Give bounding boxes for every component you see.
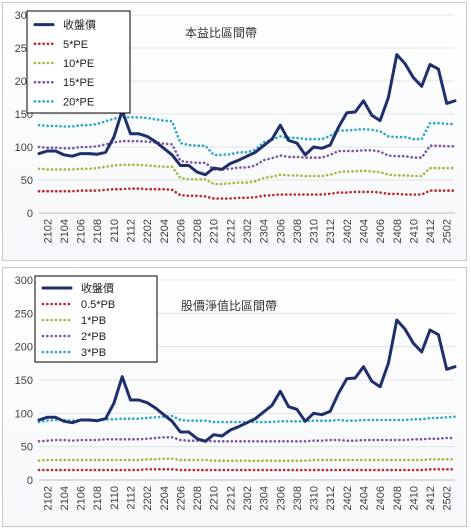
- x-tick-label: 2106: [76, 486, 88, 510]
- x-tick-label: 2110: [109, 486, 121, 510]
- series-line-1: [37, 187, 457, 200]
- x-tick-label: 2206: [175, 219, 187, 243]
- legend-label: 收盤價: [63, 18, 96, 32]
- x-tick-label: 2304: [259, 219, 271, 243]
- x-tick-label: 2102: [42, 219, 54, 243]
- x-tick-label: 2210: [209, 219, 221, 243]
- x-tick-label: 2308: [292, 219, 304, 243]
- series-line-4: [37, 414, 457, 424]
- series-line-2: [37, 163, 457, 186]
- y-tick-label: 0: [27, 208, 33, 220]
- x-tick-label: 2502: [442, 219, 454, 243]
- x-tick-label: 2310: [309, 486, 321, 510]
- x-tick-label: 2110: [109, 219, 121, 243]
- legend-label: 3*PB: [81, 347, 106, 359]
- legend-label: 20*PE: [63, 96, 94, 108]
- x-tick-label: 2304: [259, 486, 271, 510]
- y-tick-label: 250: [15, 308, 33, 320]
- series-line-0: [37, 53, 457, 177]
- x-tick-label: 2412: [425, 219, 437, 243]
- x-tick-label: 2202: [142, 486, 154, 510]
- series-line-0: [37, 318, 457, 443]
- x-tick-label: 2502: [442, 486, 454, 510]
- pe-band-chart-panel: 0 50 100 150 200 250 300 2102 2104 2106 2108 2110 21…: [2, 2, 467, 261]
- x-tick-label: 2402: [342, 486, 354, 510]
- x-tick-label: 2204: [159, 486, 171, 510]
- y-tick-label: 50: [21, 175, 33, 187]
- legend-label: 收盤價: [81, 281, 114, 295]
- x-tick-label: 2112: [126, 486, 138, 510]
- x-tick-label: 2108: [92, 486, 104, 510]
- x-tick-label: 2104: [59, 219, 71, 243]
- x-tick-label: 2404: [358, 219, 370, 243]
- y-tick-label: 100: [15, 142, 33, 154]
- x-tick-label: 2202: [142, 219, 154, 243]
- x-tick-label: 2308: [292, 486, 304, 510]
- legend-label: 15*PE: [63, 77, 94, 89]
- x-tick-label: 2208: [192, 219, 204, 243]
- series-line-4: [37, 116, 457, 157]
- x-tick-label: 2410: [408, 219, 420, 243]
- x-tick-label: 2312: [325, 486, 337, 510]
- x-tick-label: 2104: [59, 486, 71, 510]
- legend-label: 0.5*PB: [81, 299, 115, 311]
- legend-label: 2*PB: [81, 331, 106, 343]
- y-tick-label: 150: [15, 375, 33, 387]
- pb-band-chart: 0 50 100 150 200 250 300 2102 2104 2106 2108 2110 21…: [15, 275, 457, 510]
- y-tick-label: 300: [15, 275, 33, 287]
- legend-label: 10*PE: [63, 58, 94, 70]
- pb-band-chart-panel: 0 50 100 150 200 250 300 2102 2104 2106 2108 2110 21…: [2, 267, 467, 527]
- x-tick-label: 2406: [375, 486, 387, 510]
- y-tick-label: 200: [15, 342, 33, 354]
- x-tick-label: 2402: [342, 219, 354, 243]
- x-tick-label: 2208: [192, 486, 204, 510]
- series-line-3: [37, 436, 457, 443]
- x-tick-label: 2108: [92, 219, 104, 243]
- x-tick-label: 2204: [159, 219, 171, 243]
- x-tick-label: 2112: [126, 219, 138, 243]
- legend-label: 1*PB: [81, 315, 106, 327]
- legend-label: 5*PE: [63, 39, 88, 51]
- x-tick-label: 2102: [42, 486, 54, 510]
- x-tick-label: 2212: [225, 219, 237, 243]
- x-tick-label: 2410: [408, 486, 420, 510]
- y-tick-label: 0: [27, 475, 33, 487]
- x-tick-label: 2106: [76, 219, 88, 243]
- x-tick-label: 2312: [325, 219, 337, 243]
- x-tick-label: 2408: [392, 486, 404, 510]
- series-line-3: [37, 139, 457, 171]
- series-line-2: [37, 457, 457, 462]
- series-line-1: [37, 468, 457, 472]
- y-tick-label: 100: [15, 408, 33, 420]
- x-tick-label: 2310: [309, 219, 321, 243]
- x-tick-label: 2408: [392, 219, 404, 243]
- x-tick-label: 2210: [209, 486, 221, 510]
- x-tick-label: 2404: [358, 486, 370, 510]
- x-tick-label: 2302: [242, 486, 254, 510]
- x-tick-label: 2212: [225, 486, 237, 510]
- x-tick-label: 2302: [242, 219, 254, 243]
- x-tick-label: 2306: [275, 486, 287, 510]
- x-tick-label: 2406: [375, 219, 387, 243]
- x-tick-label: 2206: [175, 486, 187, 510]
- x-tick-label: 2412: [425, 486, 437, 510]
- chart-title: 股價淨值比區間帶: [181, 298, 277, 313]
- chart-title: 本益比區間帶: [185, 26, 257, 40]
- x-tick-label: 2306: [275, 219, 287, 243]
- y-tick-label: 50: [21, 442, 33, 454]
